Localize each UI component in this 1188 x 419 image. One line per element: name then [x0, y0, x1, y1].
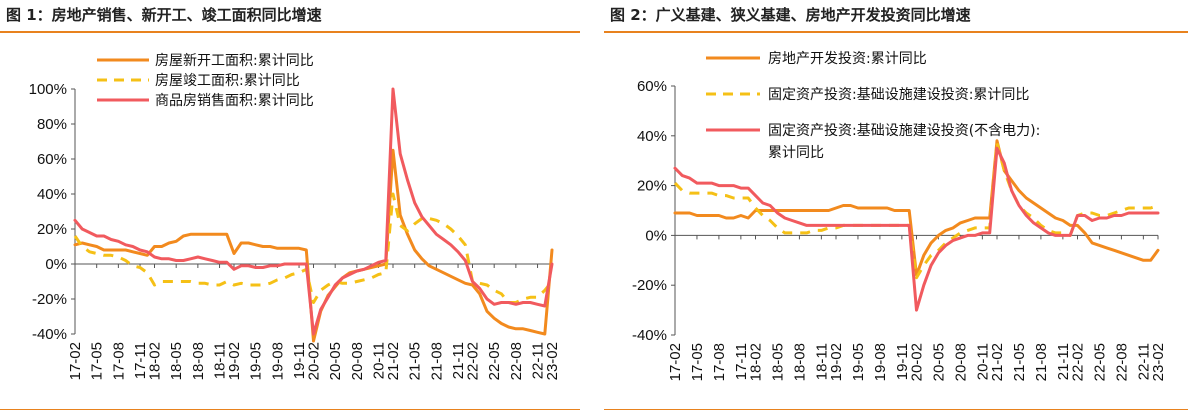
x-tick-label: 23-02	[544, 342, 561, 380]
legend-label: 固定资产投资:基础设施建设投资:累计同比	[768, 86, 1029, 103]
x-tick-label: 21-02	[385, 342, 402, 380]
x-tick-label: 20-02	[306, 342, 323, 380]
series-line-0	[673, 139, 1160, 277]
x-tick-label: 21-05	[407, 342, 424, 380]
y-tick-label: 20%	[37, 221, 67, 238]
legend-label: 房屋竣工面积:累计同比	[155, 73, 300, 89]
series-line-1	[673, 141, 1159, 280]
y-tick-label: 60%	[37, 151, 67, 168]
legend-label: 商品房销售面积:累计同比	[155, 93, 314, 109]
x-tick-label: 22-08	[1113, 343, 1130, 381]
x-tick-label: 19-05	[248, 342, 265, 380]
x-tick-label: 17-05	[89, 342, 106, 380]
x-tick-label: 17-08	[711, 343, 728, 381]
x-tick-label: 18-08	[791, 343, 808, 381]
x-tick-label: 17-11	[733, 343, 750, 380]
y-tick-label: 40%	[637, 128, 667, 145]
x-tick-label: 19-02	[828, 343, 845, 381]
x-tick-label: 18-02	[147, 342, 164, 380]
y-tick-label: 60%	[637, 78, 667, 95]
x-tick-label: 20-11	[974, 343, 991, 380]
chart-svg: 100% 80% 60% 40% 20% 0% -20% -40%17-02 17-05 17-0…	[29, 53, 561, 380]
y-tick-label: 0%	[645, 227, 667, 244]
chart-title: 图 2：广义基建、狭义基建、房地产开发投资同比增速	[610, 6, 971, 24]
x-tick-label: 20-05	[930, 343, 947, 381]
x-tick-label: 17-11	[132, 342, 149, 379]
y-tick-label: 20%	[637, 178, 667, 195]
title-rule	[604, 31, 1188, 33]
x-tick-label: 18-11	[813, 343, 830, 380]
x-tick-label: 21-08	[1033, 343, 1050, 381]
x-tick-label: 19-08	[269, 342, 286, 380]
y-tick-label: 100%	[29, 81, 67, 98]
bottom-rule	[0, 409, 580, 410]
x-tick-label: 21-11	[1055, 343, 1072, 380]
y-tick-label: -20%	[32, 291, 67, 308]
chart-panel-right: 图 2：广义基建、狭义基建、房地产开发投资同比增速 60% 40% 20% 0% -20…	[604, 0, 1188, 419]
y-tick-label: -20%	[632, 277, 667, 294]
series-line-1	[73, 192, 554, 304]
x-tick-label: 19-02	[226, 342, 243, 380]
x-tick-label: 17-08	[110, 342, 127, 380]
x-tick-label: 18-02	[748, 343, 765, 381]
y-tick-label: -40%	[632, 327, 667, 344]
x-tick-label: 19-11	[291, 342, 308, 379]
x-tick-label: 22-05	[1091, 343, 1108, 381]
y-tick-label: -40%	[32, 326, 67, 343]
x-tick-label: 20-02	[909, 343, 926, 381]
x-tick-label: 20-05	[327, 342, 344, 380]
x-tick-label: 18-05	[168, 342, 185, 380]
chart-svg: 60%40%20%0%-20%-40%17-02 17-05 17-08 17-111…	[632, 51, 1167, 381]
x-tick-label: 22-05	[486, 342, 503, 380]
x-tick-label: 18-08	[190, 342, 207, 380]
x-tick-label: 20-08	[349, 342, 366, 380]
x-tick-label: 22-02	[1070, 343, 1087, 381]
title-rule	[0, 31, 580, 33]
x-tick-label: 17-02	[667, 343, 684, 381]
x-tick-label: 21-11	[450, 342, 467, 379]
y-tick-label: 40%	[37, 186, 67, 203]
legend-label: 固定资产投资:基础设施建设投资(不含电力):	[768, 122, 1040, 139]
x-tick-label: 23-02	[1150, 343, 1167, 381]
x-tick-label: 19-11	[894, 343, 911, 380]
x-tick-label: 19-05	[850, 343, 867, 381]
series-line-0	[73, 148, 554, 343]
x-tick-label: 18-11	[212, 342, 229, 379]
x-tick-label: 22-08	[508, 342, 525, 380]
x-tick-label: 22-11	[530, 342, 547, 379]
chart-panel-left: 图 1：房地产销售、新开工、竣工面积同比增速 100% 80% 60% 40% 20% 0…	[0, 0, 580, 419]
x-tick-label: 20-08	[952, 343, 969, 381]
y-tick-label: 0%	[45, 256, 67, 273]
x-tick-label: 17-05	[689, 343, 706, 381]
x-tick-label: 21-02	[989, 343, 1006, 381]
legend-label: 房屋新开工面积:累计同比	[155, 53, 314, 69]
chart-title: 图 1：房地产销售、新开工、竣工面积同比增速	[6, 6, 322, 24]
legend-label: 房地产开发投资:累计同比	[768, 51, 927, 67]
x-tick-label: 22-02	[465, 342, 482, 380]
y-tick-label: 80%	[37, 116, 67, 133]
series-line-2	[673, 146, 1160, 312]
legend-label-cont: 累计同比	[768, 145, 824, 161]
x-tick-label: 21-08	[428, 342, 445, 380]
x-tick-label: 21-05	[1011, 343, 1028, 381]
x-tick-label: 20-11	[371, 342, 388, 379]
x-tick-label: 22-11	[1135, 343, 1152, 380]
x-tick-label: 18-05	[769, 343, 786, 381]
x-tick-label: 19-08	[872, 343, 889, 381]
bottom-rule	[604, 409, 1188, 410]
series-line-2	[73, 87, 554, 336]
x-tick-label: 17-02	[67, 342, 84, 380]
